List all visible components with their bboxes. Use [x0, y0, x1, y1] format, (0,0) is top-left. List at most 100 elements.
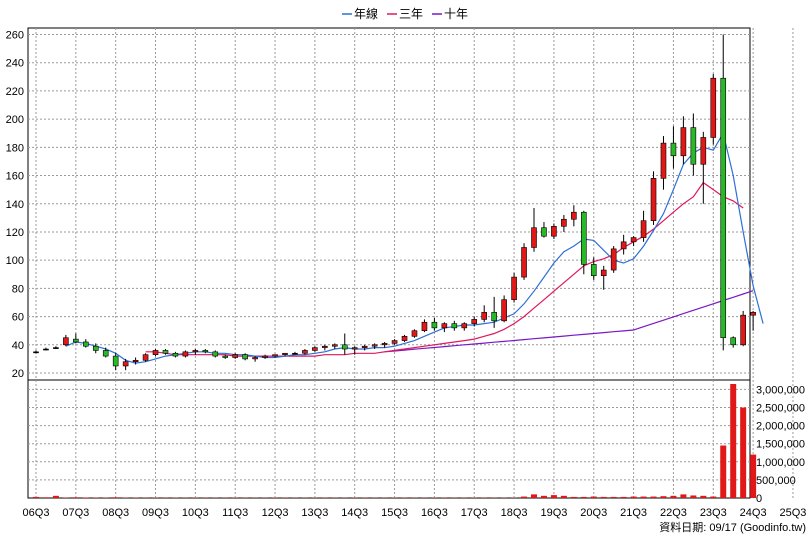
volume-bar [560, 495, 567, 498]
candle-body [112, 355, 119, 367]
volume-bar [521, 496, 528, 498]
candle-body [262, 355, 268, 358]
candle-body [431, 321, 438, 329]
volume-bar [550, 495, 557, 498]
volume-bars [33, 384, 757, 498]
candle-body [700, 137, 707, 165]
x-tick-label: 11Q3 [222, 507, 248, 519]
candle-body [551, 226, 557, 237]
candle-body [521, 247, 527, 278]
legend: 年線 三年 十年 [342, 6, 468, 21]
candle-body [401, 336, 408, 341]
price-y-tick-label: 100 [6, 255, 24, 267]
candle-body [571, 211, 577, 220]
candle-body [630, 237, 637, 243]
candle-body [322, 345, 328, 348]
x-axis: 06Q3 07Q3 08Q3 09Q3 10Q3 11Q3 12Q3 13Q3 14Q3 15Q3… [23, 507, 807, 519]
x-tick-label: 25Q3 [779, 507, 806, 519]
x-tick-label: 22Q3 [660, 507, 687, 519]
x-tick-label: 16Q3 [421, 507, 448, 519]
candle-body [152, 350, 159, 355]
candle-body [331, 344, 338, 347]
candle-body [252, 357, 258, 360]
volume-bar [700, 495, 707, 498]
volume-bar [630, 496, 637, 498]
candle-body [421, 321, 428, 331]
candle-body [541, 227, 547, 237]
candle-body [242, 354, 248, 360]
candle-body [501, 299, 507, 322]
candle-body [461, 323, 468, 329]
candle-body [302, 350, 308, 354]
candle-body [371, 344, 378, 347]
x-tick-label: 21Q3 [620, 507, 647, 519]
volume-bar [52, 495, 59, 498]
x-tick-label: 23Q3 [700, 507, 727, 519]
candle-body [730, 337, 737, 346]
candle-body [590, 264, 597, 276]
candle-body [73, 338, 79, 343]
year-line [65, 131, 764, 364]
candle-body [92, 345, 99, 351]
volume-bar [660, 496, 667, 498]
candle-body [670, 142, 677, 157]
x-tick-label: 09Q3 [142, 507, 169, 519]
price-y-tick-label: 120 [6, 227, 24, 239]
volume-y-tick-label: 1,000,000 [756, 457, 805, 469]
x-tick-label: 15Q3 [381, 507, 408, 519]
candle-body [600, 269, 607, 276]
candle-body [361, 345, 368, 348]
price-y-tick-label: 160 [6, 171, 24, 183]
price-y-tick-label: 20 [12, 368, 24, 380]
candle-body [292, 352, 298, 355]
candle-body [192, 350, 199, 353]
candle-body [680, 127, 687, 157]
volume-plot-frame [27, 379, 751, 499]
candle-body [272, 354, 278, 357]
x-tick-label: 10Q3 [182, 507, 209, 519]
volume-bar [590, 496, 597, 498]
candle-body [102, 350, 109, 357]
price-y-axis: 20 40 60 80 100 120 140 160 180 200 220 240 260 [6, 30, 24, 381]
price-y-tick-label: 80 [12, 283, 24, 295]
candle-body [660, 142, 667, 179]
price-y-tick-label: 60 [12, 312, 24, 324]
volume-bar [680, 494, 687, 498]
x-tick-label: 20Q3 [580, 507, 607, 519]
volume-bar [740, 407, 747, 498]
x-tick-label: 14Q3 [341, 507, 368, 519]
price-y-tick-label: 240 [6, 58, 24, 70]
x-tick-label: 12Q3 [262, 507, 289, 519]
candle-body [640, 220, 647, 238]
candle-body [232, 354, 238, 358]
volume-bar [42, 497, 49, 498]
volume-bar [580, 496, 587, 498]
candle-body [63, 337, 69, 346]
candle-body [172, 352, 179, 357]
candle-body [720, 77, 727, 339]
x-tick-label: 07Q3 [62, 507, 89, 519]
price-y-tick-label: 220 [6, 86, 24, 98]
volume-bar [710, 496, 717, 498]
candle-body [610, 248, 617, 271]
candle-body [561, 218, 567, 227]
volume-bar [720, 445, 727, 498]
candle-body [740, 314, 746, 346]
candle-body [122, 361, 129, 367]
x-tick-label: 08Q3 [102, 507, 129, 519]
price-y-tick-label: 140 [6, 199, 24, 211]
volume-bar [72, 497, 79, 498]
volume-bar [730, 384, 737, 498]
x-tick-label: 24Q3 [740, 507, 767, 519]
x-tick-label: 18Q3 [501, 507, 528, 519]
candle-body [471, 319, 478, 324]
ten-year-line [384, 290, 754, 353]
candle-body [580, 211, 587, 265]
volume-bar [650, 496, 657, 498]
candle-body [411, 330, 418, 337]
volume-panel: 0 500,000 1,000,000 1,500,000 2,000,000 2,500… [27, 379, 805, 505]
price-grid [28, 28, 794, 380]
candle-body [43, 348, 49, 351]
candle-body [491, 312, 497, 322]
volume-bar [610, 496, 617, 498]
